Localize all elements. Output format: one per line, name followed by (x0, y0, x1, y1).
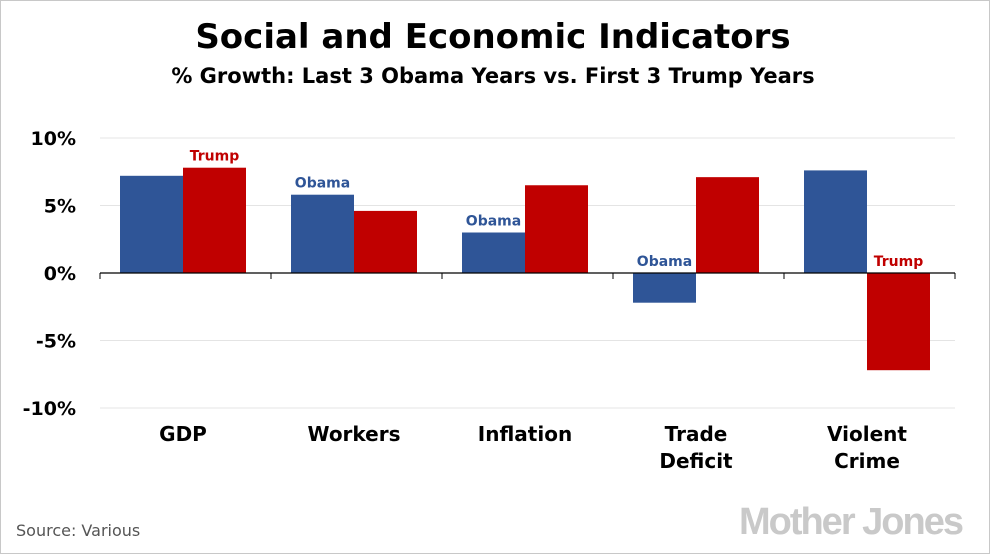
source-note: Source: Various (16, 521, 140, 540)
bar-obama (633, 273, 696, 303)
y-tick-label: -10% (23, 398, 76, 420)
bar-annotation: Obama (295, 176, 350, 192)
bar-annotation: Trump (190, 149, 240, 165)
x-category-label: Workers (307, 422, 400, 446)
chart-title: Social and Economic Indicators (195, 17, 790, 57)
y-tick-label: 10% (31, 128, 76, 150)
x-category-label: Violent (827, 422, 907, 446)
y-tick-label: 0% (44, 263, 76, 285)
bar-trump (696, 177, 759, 273)
x-category-label: Inflation (478, 422, 572, 446)
bar-annotation: Obama (637, 254, 692, 270)
bar-trump (867, 273, 930, 371)
bar-obama (291, 194, 354, 273)
bar-annotation: Obama (466, 214, 521, 230)
y-tick-label: 5% (44, 196, 76, 218)
bar-obama (804, 170, 867, 273)
bar-trump (183, 167, 246, 273)
chart-subtitle: % Growth: Last 3 Obama Years vs. First 3… (171, 64, 814, 88)
bar-obama (120, 175, 183, 273)
x-category-label: Trade (665, 422, 728, 446)
x-category-label: GDP (159, 422, 207, 446)
bar-trump (525, 185, 588, 273)
x-category-label: Deficit (659, 449, 733, 473)
brand-logo: Mother Jones (739, 501, 963, 543)
bar-obama (462, 232, 525, 273)
bar-trump (354, 210, 417, 273)
y-tick-label: -5% (36, 331, 76, 353)
x-category-label: Crime (834, 449, 900, 473)
bar-annotation: Trump (874, 254, 924, 270)
